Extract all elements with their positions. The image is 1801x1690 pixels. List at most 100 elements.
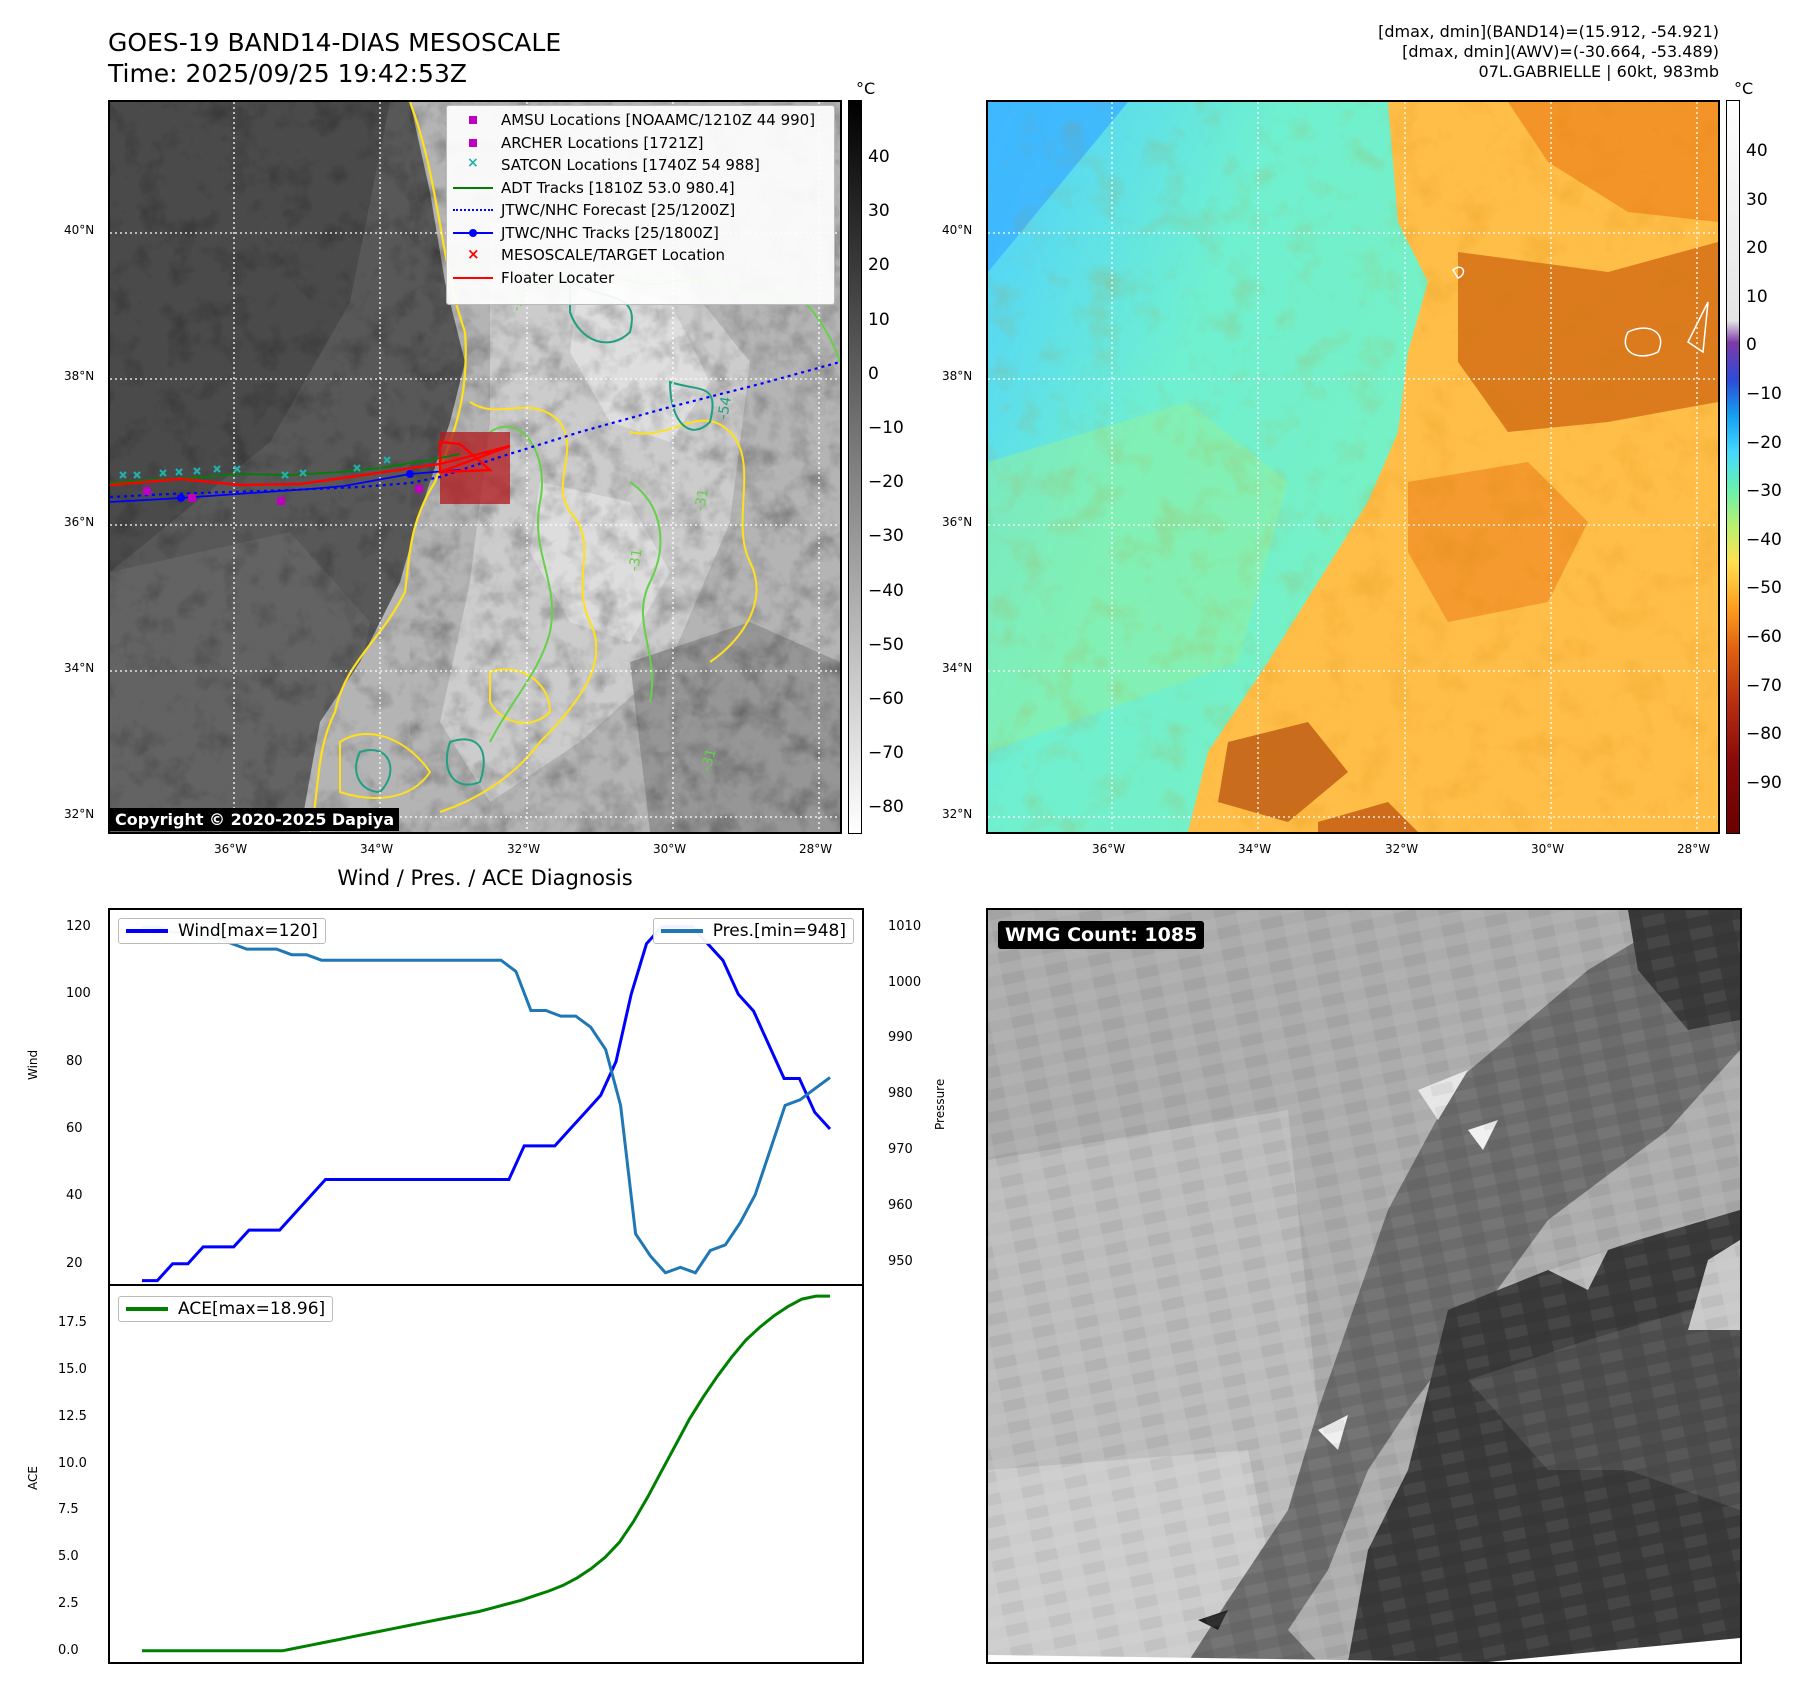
- lat-tick-label: 38°N: [64, 369, 95, 383]
- ace-tick-label: 2.5: [58, 1596, 79, 1611]
- square-marker-icon: [453, 113, 493, 127]
- ir-colorbar: [848, 100, 862, 834]
- colorbar-tick-label: −30: [868, 526, 904, 547]
- legend-label: JTWC/NHC Tracks [25/1800Z]: [501, 223, 719, 242]
- forecast-track: [110, 360, 840, 499]
- legend-label: MESOSCALE/TARGET Location: [501, 246, 726, 265]
- legend-label: AMSU Locations [NOAAMC/1210Z 44 990]: [501, 111, 816, 130]
- lat-tick-label: 34°N: [64, 661, 95, 675]
- lon-tick-label: 36°W: [1092, 842, 1126, 856]
- wind-series-line: [142, 925, 832, 1283]
- legend-label: ARCHER Locations [1721Z]: [501, 133, 704, 152]
- colorbar-tick-label: 10: [868, 309, 890, 330]
- wind-tick-label: 40: [66, 1188, 83, 1204]
- ir-colorbar-unit: °C: [856, 79, 876, 98]
- wind-tick-label: 80: [66, 1053, 83, 1069]
- colorbar-tick-label: −60: [868, 689, 904, 709]
- legend-row: ADT Tracks [1810Z 53.0 980.4]: [447, 177, 834, 200]
- ace-axis-label: ACE: [26, 1466, 40, 1490]
- floater-track: [110, 440, 511, 487]
- contour-label: -31: [698, 747, 719, 773]
- legend-row: × MESOSCALE/TARGET Location: [447, 244, 834, 267]
- colorbar-tick-label: 20: [868, 255, 890, 276]
- colorbar-tick-label: −60: [1746, 627, 1782, 647]
- storm-summary: 07L.GABRIELLE | 60kt, 983mb: [1478, 62, 1719, 81]
- legend-row: ARCHER Locations [1721Z]: [447, 132, 834, 155]
- band14-range: [dmax, dmin](BAND14)=(15.912, -54.921): [1378, 22, 1719, 41]
- ace-tick-label: 5.0: [58, 1549, 79, 1565]
- colorbar-tick-label: −20: [1746, 432, 1782, 453]
- wind-pressure-chart[interactable]: Wind[max=120] Pres.[min=948]: [108, 908, 864, 1286]
- lat-tick-label: 40°N: [64, 223, 95, 237]
- pressure-tick-label: 1000: [888, 974, 922, 990]
- colorbar-tick-label: −50: [1746, 578, 1782, 599]
- wind-tick-label: 60: [66, 1121, 83, 1136]
- awv-colorbar: [1726, 100, 1740, 834]
- ace-series-line: [142, 1294, 830, 1653]
- contour-label: -31: [626, 547, 646, 572]
- wind-tick-label: 20: [66, 1255, 83, 1271]
- lon-tick-label: 28°W: [1677, 842, 1711, 856]
- lon-tick-label: 36°W: [214, 842, 248, 856]
- lat-tick-label: 34°N: [942, 661, 973, 675]
- ir-map-legend: AMSU Locations [NOAAMC/1210Z 44 990] ARC…: [446, 105, 835, 305]
- wmg-svg: [988, 910, 1740, 1662]
- legend-label: SATCON Locations [1740Z 54 988]: [501, 156, 760, 175]
- lat-tick-label: 32°N: [64, 807, 95, 821]
- legend-row: AMSU Locations [NOAAMC/1210Z 44 990]: [447, 109, 834, 132]
- wind-legend: Wind[max=120]: [118, 918, 326, 944]
- line-icon: [453, 181, 493, 195]
- title-line-1: GOES-19 BAND14-DIAS MESOSCALE: [108, 28, 562, 57]
- lat-tick-label: 38°N: [942, 369, 973, 383]
- wmg-panel[interactable]: WMG Count: 1085: [986, 908, 1742, 1664]
- wind-axis-label: Wind: [26, 1049, 40, 1080]
- colorbar-tick-label: 0: [1746, 335, 1757, 356]
- colorbar-tick-label: −30: [1746, 481, 1782, 502]
- legend-label: JTWC/NHC Forecast [25/1200Z]: [501, 201, 736, 220]
- title-line-2: Time: 2025/09/25 19:42:53Z: [108, 59, 467, 88]
- amsu-points: [143, 485, 423, 505]
- awv-map-svg: [988, 102, 1718, 832]
- colorbar-tick-label: 0: [868, 363, 879, 384]
- diagnosis-title: Wind / Pres. / ACE Diagnosis: [337, 866, 633, 890]
- colorbar-tick-label: 10: [1746, 286, 1768, 307]
- pressure-tick-label: 1010: [888, 918, 922, 934]
- ace-legend: ACE[max=18.96]: [118, 1296, 334, 1322]
- ace-tick-label: 17.5: [58, 1315, 87, 1331]
- colorbar-tick-label: −70: [868, 743, 904, 764]
- legend-label: Floater Locater: [501, 268, 615, 287]
- colorbar-tick-label: −80: [1746, 724, 1782, 745]
- colorbar-tick-label: 30: [868, 201, 890, 222]
- colorbar-tick-label: −40: [868, 580, 904, 601]
- awv-gridlines: [988, 102, 1718, 832]
- pressure-tick-label: 960: [888, 1197, 913, 1213]
- pressure-tick-label: 950: [888, 1253, 913, 1269]
- lon-tick-label: 34°W: [360, 842, 394, 856]
- lon-tick-label: 30°W: [653, 842, 687, 856]
- pressure-tick-label: 970: [888, 1142, 913, 1158]
- ir-map-panel[interactable]: -54 -54 -31 -31 -31: [108, 100, 842, 834]
- storm-info: [dmax, dmin](BAND14)=(15.912, -54.921) […: [1378, 22, 1719, 82]
- satcon-points: [119, 456, 391, 479]
- square-marker-icon: [453, 136, 493, 150]
- lon-tick-label: 32°W: [1385, 842, 1419, 856]
- line-icon: [453, 271, 493, 285]
- pressure-line-icon: [660, 929, 703, 933]
- awv-map-panel[interactable]: [986, 100, 1720, 834]
- pressure-axis-label: Pressure: [933, 1078, 947, 1130]
- ace-svg: [142, 1294, 830, 1653]
- ace-chart[interactable]: ACE[max=18.96]: [108, 1284, 864, 1664]
- lat-tick-label: 36°N: [942, 515, 973, 529]
- ace-tick-label: 7.5: [58, 1502, 79, 1518]
- wind-tick-label: 100: [66, 986, 91, 1002]
- colorbar-tick-label: −40: [1746, 529, 1782, 550]
- lon-tick-label: 30°W: [1531, 842, 1565, 856]
- ace-tick-label: 15.0: [58, 1362, 87, 1378]
- colorbar-tick-label: −20: [868, 472, 904, 493]
- colorbar-tick-label: −10: [868, 418, 904, 438]
- ace-tick-label: 0.0: [58, 1642, 79, 1658]
- colorbar-tick-label: 20: [1746, 238, 1768, 259]
- wind-tick-label: 120: [66, 918, 91, 934]
- lon-tick-label: 34°W: [1238, 842, 1272, 856]
- awv-colorbar-unit: °C: [1734, 79, 1754, 98]
